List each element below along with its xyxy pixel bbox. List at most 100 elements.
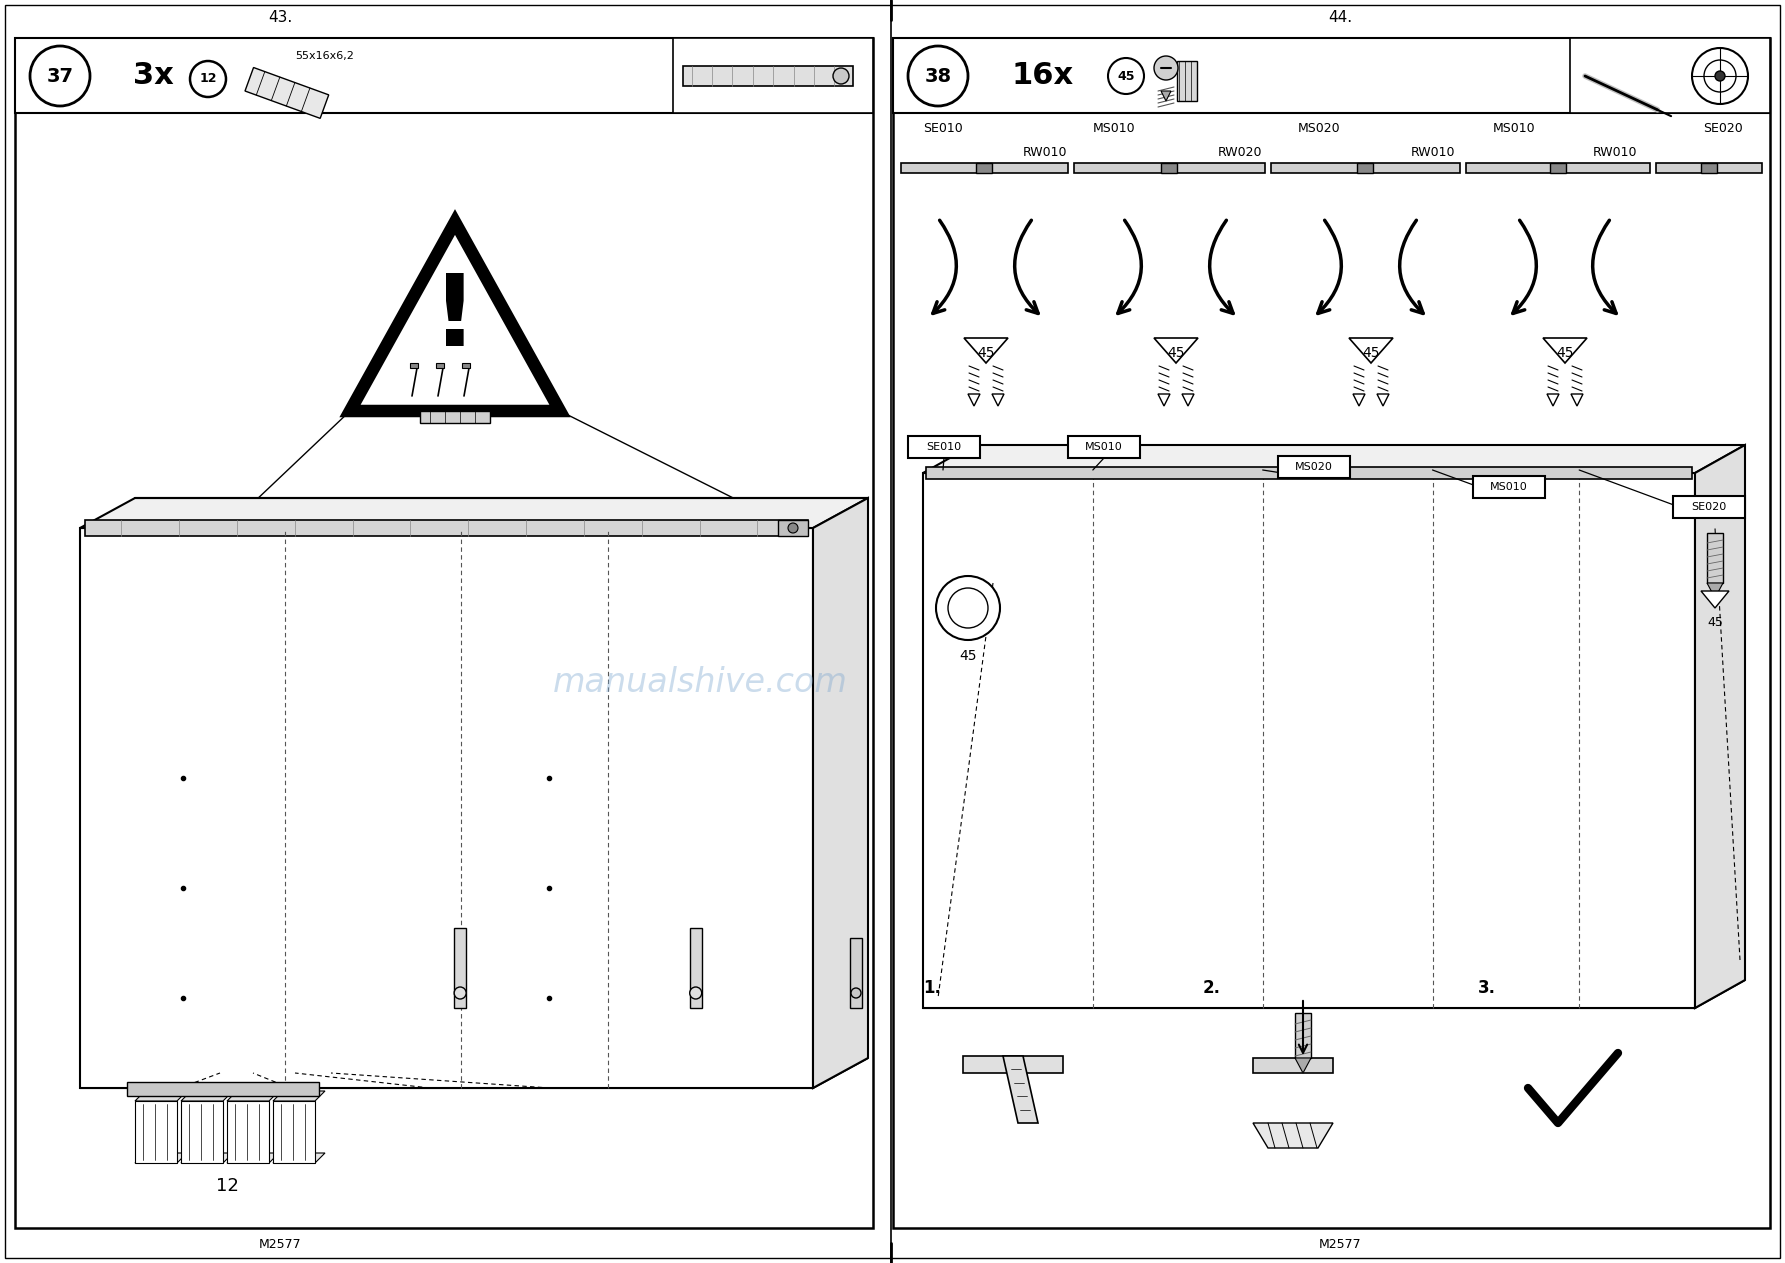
Bar [462, 362, 469, 368]
Text: SE020: SE020 [1692, 501, 1726, 512]
Bar [1673, 496, 1746, 518]
Polygon shape [273, 1153, 325, 1163]
Bar [673, 38, 873, 112]
Circle shape [1108, 58, 1144, 93]
Polygon shape [1349, 338, 1392, 362]
Circle shape [1705, 61, 1737, 92]
Bar [1176, 61, 1198, 101]
Bar [14, 38, 873, 1228]
Text: 45: 45 [1706, 616, 1723, 629]
Bar [1571, 38, 1771, 112]
Polygon shape [1182, 394, 1194, 405]
Polygon shape [1706, 533, 1723, 584]
Polygon shape [923, 445, 1746, 474]
Polygon shape [227, 1091, 278, 1101]
Text: 3x: 3x [134, 62, 173, 91]
Bar [909, 436, 980, 458]
Polygon shape [1153, 338, 1198, 362]
Bar [850, 938, 862, 1008]
Text: RW010: RW010 [1592, 147, 1637, 159]
Polygon shape [1542, 338, 1587, 362]
Circle shape [787, 523, 798, 533]
Polygon shape [245, 67, 328, 119]
Polygon shape [923, 980, 1746, 1008]
Bar [689, 928, 702, 1008]
Bar [1465, 163, 1649, 173]
Polygon shape [227, 1153, 278, 1163]
Text: 38: 38 [925, 67, 951, 86]
Circle shape [851, 988, 860, 998]
Bar [1067, 436, 1141, 458]
Polygon shape [80, 528, 812, 1087]
Circle shape [189, 61, 227, 97]
Polygon shape [1696, 445, 1746, 1008]
Polygon shape [273, 1091, 325, 1101]
Bar [1701, 163, 1717, 173]
Polygon shape [1253, 1058, 1333, 1074]
Polygon shape [1353, 394, 1366, 405]
Polygon shape [273, 1101, 314, 1163]
Bar [1160, 163, 1176, 173]
Bar [1656, 163, 1762, 173]
Circle shape [1692, 48, 1748, 104]
Bar [453, 928, 466, 1008]
Bar [411, 362, 418, 368]
Bar [1549, 163, 1565, 173]
Text: MS020: MS020 [1296, 462, 1333, 472]
Text: 45: 45 [959, 649, 976, 663]
Bar [976, 163, 992, 173]
Polygon shape [923, 474, 1696, 1008]
Polygon shape [1706, 584, 1723, 597]
Circle shape [1153, 56, 1178, 80]
Bar [1271, 163, 1460, 173]
Text: SE020: SE020 [1703, 121, 1742, 134]
Polygon shape [1376, 394, 1389, 405]
Text: 45: 45 [1167, 346, 1185, 360]
Polygon shape [136, 1091, 187, 1101]
Bar [892, 38, 1771, 112]
Bar [436, 362, 444, 368]
Text: 1.: 1. [923, 979, 941, 997]
Text: M2577: M2577 [1319, 1239, 1362, 1252]
Text: MS020: MS020 [1298, 121, 1341, 134]
Polygon shape [964, 338, 1009, 362]
Bar [127, 1082, 320, 1096]
Polygon shape [1160, 91, 1171, 101]
Text: RW020: RW020 [1217, 147, 1262, 159]
Polygon shape [812, 498, 868, 1087]
Text: 3.: 3. [1478, 979, 1496, 997]
Polygon shape [227, 1101, 270, 1163]
Polygon shape [180, 1153, 234, 1163]
Bar [1278, 456, 1349, 477]
Text: MS010: MS010 [1490, 482, 1528, 493]
Text: 55x16x6,2: 55x16x6,2 [296, 51, 355, 61]
Text: SE010: SE010 [923, 121, 962, 134]
Bar [892, 38, 1771, 1228]
Text: 16x: 16x [1010, 62, 1073, 91]
Circle shape [1715, 71, 1724, 81]
Bar [778, 520, 809, 536]
Bar [1075, 163, 1266, 173]
Text: M2577: M2577 [259, 1239, 302, 1252]
Polygon shape [1158, 394, 1169, 405]
Polygon shape [80, 1058, 868, 1087]
Text: MS010: MS010 [1492, 121, 1535, 134]
Text: manualshive.com: manualshive.com [553, 667, 848, 700]
Circle shape [948, 589, 989, 628]
Polygon shape [992, 394, 1003, 405]
Text: SE010: SE010 [926, 442, 962, 452]
Text: 45: 45 [976, 346, 994, 360]
Polygon shape [1701, 591, 1730, 608]
Polygon shape [136, 1153, 187, 1163]
Polygon shape [136, 1101, 177, 1163]
Polygon shape [1003, 1056, 1039, 1123]
Text: MS010: MS010 [1092, 121, 1135, 134]
Circle shape [689, 986, 702, 999]
Polygon shape [80, 498, 868, 528]
Polygon shape [1294, 1058, 1310, 1074]
Text: 12: 12 [200, 72, 216, 86]
Bar [86, 520, 809, 536]
Polygon shape [180, 1091, 234, 1101]
Circle shape [935, 576, 1000, 640]
Text: 45: 45 [1117, 69, 1135, 82]
